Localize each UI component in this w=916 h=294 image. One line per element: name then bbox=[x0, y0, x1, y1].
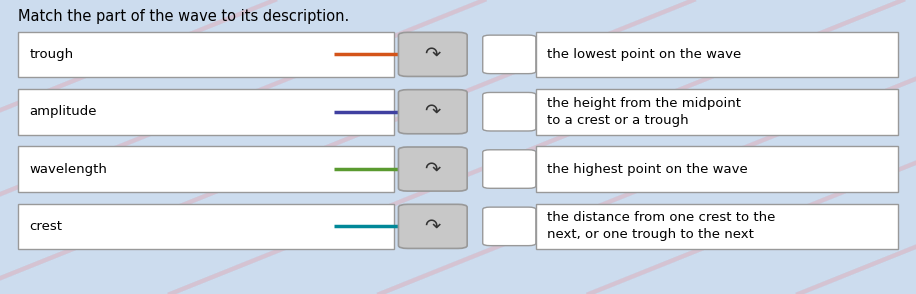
FancyBboxPatch shape bbox=[398, 90, 467, 134]
Text: the lowest point on the wave: the lowest point on the wave bbox=[547, 48, 741, 61]
Text: wavelength: wavelength bbox=[29, 163, 107, 176]
FancyBboxPatch shape bbox=[18, 203, 394, 249]
Text: trough: trough bbox=[29, 48, 73, 61]
FancyBboxPatch shape bbox=[398, 204, 467, 248]
FancyBboxPatch shape bbox=[398, 147, 467, 191]
Text: ↷: ↷ bbox=[425, 160, 441, 178]
Text: ↷: ↷ bbox=[425, 217, 441, 236]
FancyBboxPatch shape bbox=[18, 146, 394, 192]
Text: amplitude: amplitude bbox=[29, 105, 97, 118]
Text: the height from the midpoint
to a crest or a trough: the height from the midpoint to a crest … bbox=[547, 97, 741, 127]
FancyBboxPatch shape bbox=[483, 93, 536, 131]
FancyBboxPatch shape bbox=[536, 89, 898, 135]
FancyBboxPatch shape bbox=[18, 89, 394, 135]
FancyBboxPatch shape bbox=[483, 35, 536, 74]
FancyBboxPatch shape bbox=[483, 207, 536, 246]
Text: ↷: ↷ bbox=[425, 45, 441, 64]
Text: ↷: ↷ bbox=[425, 102, 441, 121]
Text: the distance from one crest to the
next, or one trough to the next: the distance from one crest to the next,… bbox=[547, 211, 775, 241]
FancyBboxPatch shape bbox=[536, 146, 898, 192]
Text: crest: crest bbox=[29, 220, 62, 233]
FancyBboxPatch shape bbox=[398, 32, 467, 76]
FancyBboxPatch shape bbox=[483, 150, 536, 188]
FancyBboxPatch shape bbox=[536, 203, 898, 249]
Text: Match the part of the wave to its description.: Match the part of the wave to its descri… bbox=[18, 9, 350, 24]
Text: the highest point on the wave: the highest point on the wave bbox=[547, 163, 747, 176]
FancyBboxPatch shape bbox=[536, 32, 898, 77]
FancyBboxPatch shape bbox=[18, 32, 394, 77]
